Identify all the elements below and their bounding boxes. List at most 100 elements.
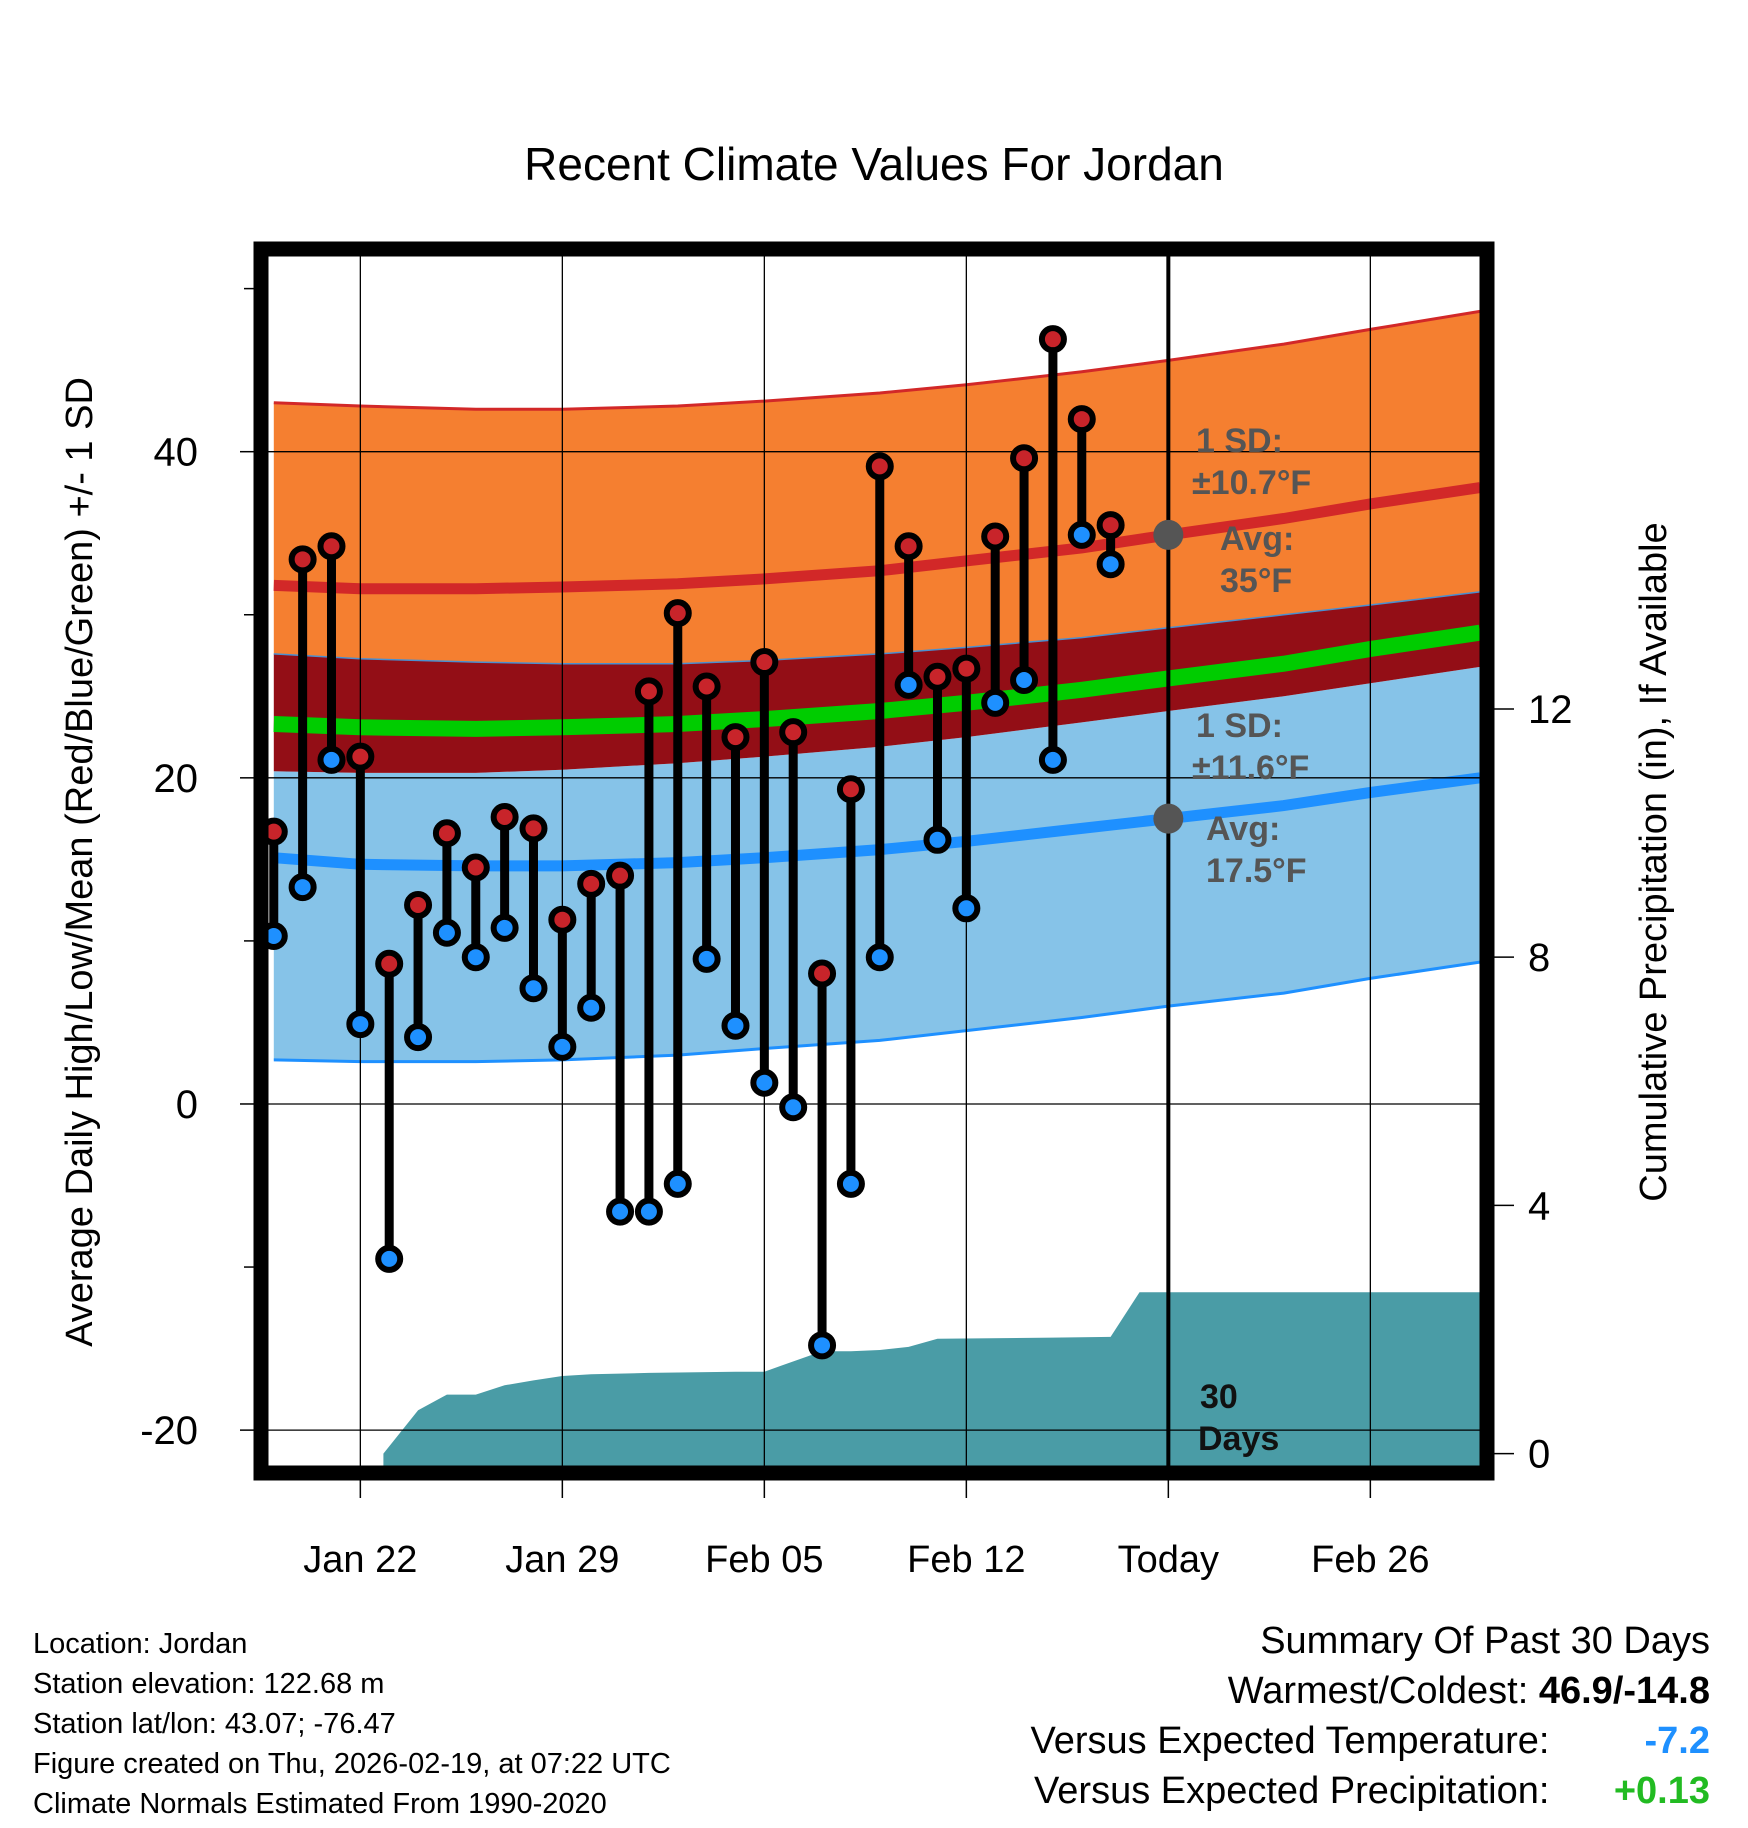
climate-chart: Recent Climate Values For Jordan -20 0 20 4… <box>59 138 1675 1600</box>
today-high-avg-dot <box>1153 519 1184 550</box>
daily-low-dot <box>721 1011 750 1040</box>
temp-row: Versus Expected Temperature: -7.2 <box>1031 1716 1710 1766</box>
warm-cold-label: Warmest/Coldest: <box>1227 1670 1529 1712</box>
daily-low-dot <box>606 1197 635 1226</box>
daily-low-dot <box>404 1023 433 1052</box>
y-right-tick-label: 8 <box>1528 936 1550 980</box>
daily-low-dot <box>750 1068 779 1097</box>
daily-high-dot <box>1038 325 1067 354</box>
daily-high-dot <box>721 723 750 752</box>
daily-low-dot <box>548 1032 577 1061</box>
latlon-text: Station lat/lon: 43.07; -76.47 <box>33 1708 396 1740</box>
warm-cold-row: Warmest/Coldest: 46.9/-14.8 <box>1031 1666 1710 1716</box>
daily-high-dot <box>346 742 375 771</box>
daily-low-dot <box>519 974 548 1003</box>
low-avg-value: 17.5°F <box>1206 852 1307 890</box>
daily-high-dot <box>779 718 808 747</box>
daily-low-dot <box>317 745 346 774</box>
high-avg-label: Avg: <box>1220 520 1294 558</box>
created-text: Figure created on Thu, 2026-02-19, at 07… <box>33 1748 671 1780</box>
daily-low-dot <box>1067 520 1096 549</box>
precip-area <box>383 1292 1480 1466</box>
daily-low-dot <box>1096 550 1125 579</box>
daily-high-dot <box>1096 511 1125 540</box>
x-tick-label: Feb 12 <box>907 1539 1025 1581</box>
today-low-avg-dot <box>1153 803 1184 834</box>
x-tick-label: Today <box>1118 1539 1219 1581</box>
daily-low-dot <box>461 943 490 972</box>
y-left-tick-label: -20 <box>140 1409 198 1453</box>
high-sd-label: 1 SD: <box>1196 422 1283 460</box>
daily-high-dot <box>981 522 1010 551</box>
y-left-tick-label: 0 <box>176 1083 198 1127</box>
daily-high-dot <box>634 677 663 706</box>
low-sd-label: 1 SD: <box>1196 707 1283 745</box>
daily-high-dot <box>404 891 433 920</box>
daily-high-dot <box>1010 444 1039 473</box>
y-right-tick-label: 0 <box>1528 1433 1550 1477</box>
x-tick-label: Feb 26 <box>1311 1539 1429 1581</box>
daily-high-dot <box>548 905 577 934</box>
daily-high-dot <box>663 599 692 628</box>
daily-high-dot <box>461 853 490 882</box>
daily-low-dot <box>1010 665 1039 694</box>
precip-label: Versus Expected Precipitation: <box>1034 1770 1550 1812</box>
daily-high-dot <box>836 775 865 804</box>
normals-text: Climate Normals Estimated From 1990-2020 <box>33 1788 607 1820</box>
daily-high-dot <box>750 648 779 677</box>
daily-high-dot <box>288 545 317 574</box>
x-tick-label: Jan 29 <box>505 1539 619 1581</box>
days-word-label: Days <box>1198 1420 1279 1458</box>
high-sd-value: ±10.7°F <box>1192 464 1311 502</box>
daily-high-dot <box>519 814 548 843</box>
daily-low-dot <box>865 943 894 972</box>
y-left-tick-label: 20 <box>154 757 199 801</box>
daily-high-dot <box>692 672 721 701</box>
low-avg-label: Avg: <box>1206 810 1280 848</box>
daily-high-dot <box>606 861 635 890</box>
daily-high-dot <box>952 654 981 683</box>
summary-title: Summary Of Past 30 Days <box>1260 1620 1710 1662</box>
daily-low-dot <box>375 1244 404 1273</box>
x-tick-label: Jan 22 <box>303 1539 417 1581</box>
daily-low-dot <box>692 944 721 973</box>
precip-value: +0.13 <box>1613 1770 1710 1812</box>
daily-low-dot <box>288 873 317 902</box>
precip-row: Versus Expected Precipitation: +0.13 <box>1031 1766 1710 1816</box>
chart-title: Recent Climate Values For Jordan <box>524 138 1224 190</box>
daily-high-dot <box>1067 405 1096 434</box>
low-sd-value: ±11.6°F <box>1192 749 1309 787</box>
daily-low-dot <box>1038 745 1067 774</box>
daily-high-dot <box>375 949 404 978</box>
high-upper-edge <box>273 309 1480 411</box>
daily-high-dot <box>894 532 923 561</box>
days-count-label: 30 <box>1200 1378 1238 1416</box>
temp-value: -7.2 <box>1644 1720 1710 1762</box>
y-right-tick-label: 4 <box>1528 1184 1550 1228</box>
high-avg-value: 35°F <box>1220 562 1292 600</box>
warm-cold-value: 46.9/-14.8 <box>1538 1670 1710 1712</box>
daily-low-dot <box>836 1169 865 1198</box>
daily-high-dot <box>317 532 346 561</box>
summary-panel: Summary Of Past 30 Days Warmest/Coldest:… <box>1031 1616 1710 1816</box>
x-tick-label: Feb 05 <box>705 1539 823 1581</box>
daily-low-dot <box>346 1010 375 1039</box>
daily-high-dot <box>577 869 606 898</box>
daily-high-dot <box>432 819 461 848</box>
elevation-text: Station elevation: 122.68 m <box>33 1668 385 1700</box>
daily-low-dot <box>577 993 606 1022</box>
daily-high-dot <box>808 959 837 988</box>
y-right-axis-label: Cumulative Precipitation (in), If Availa… <box>1633 522 1675 1201</box>
daily-low-dot <box>808 1331 837 1360</box>
plot-frame <box>253 241 1495 1481</box>
location-text: Location: Jordan <box>33 1628 248 1660</box>
daily-low-dot <box>923 825 952 854</box>
daily-low-dot <box>952 894 981 923</box>
daily-low-dot <box>432 918 461 947</box>
daily-high-dot <box>490 802 519 831</box>
daily-high-dot <box>865 452 894 481</box>
station-metadata: Location: Jordan Station elevation: 122.… <box>33 1624 671 1824</box>
x-axis-label: Day <box>840 1599 908 1600</box>
daily-low-dot <box>894 670 923 699</box>
y-left-axis-label: Average Daily High/Low/Mean (Red/Blue/Gr… <box>59 377 101 1347</box>
